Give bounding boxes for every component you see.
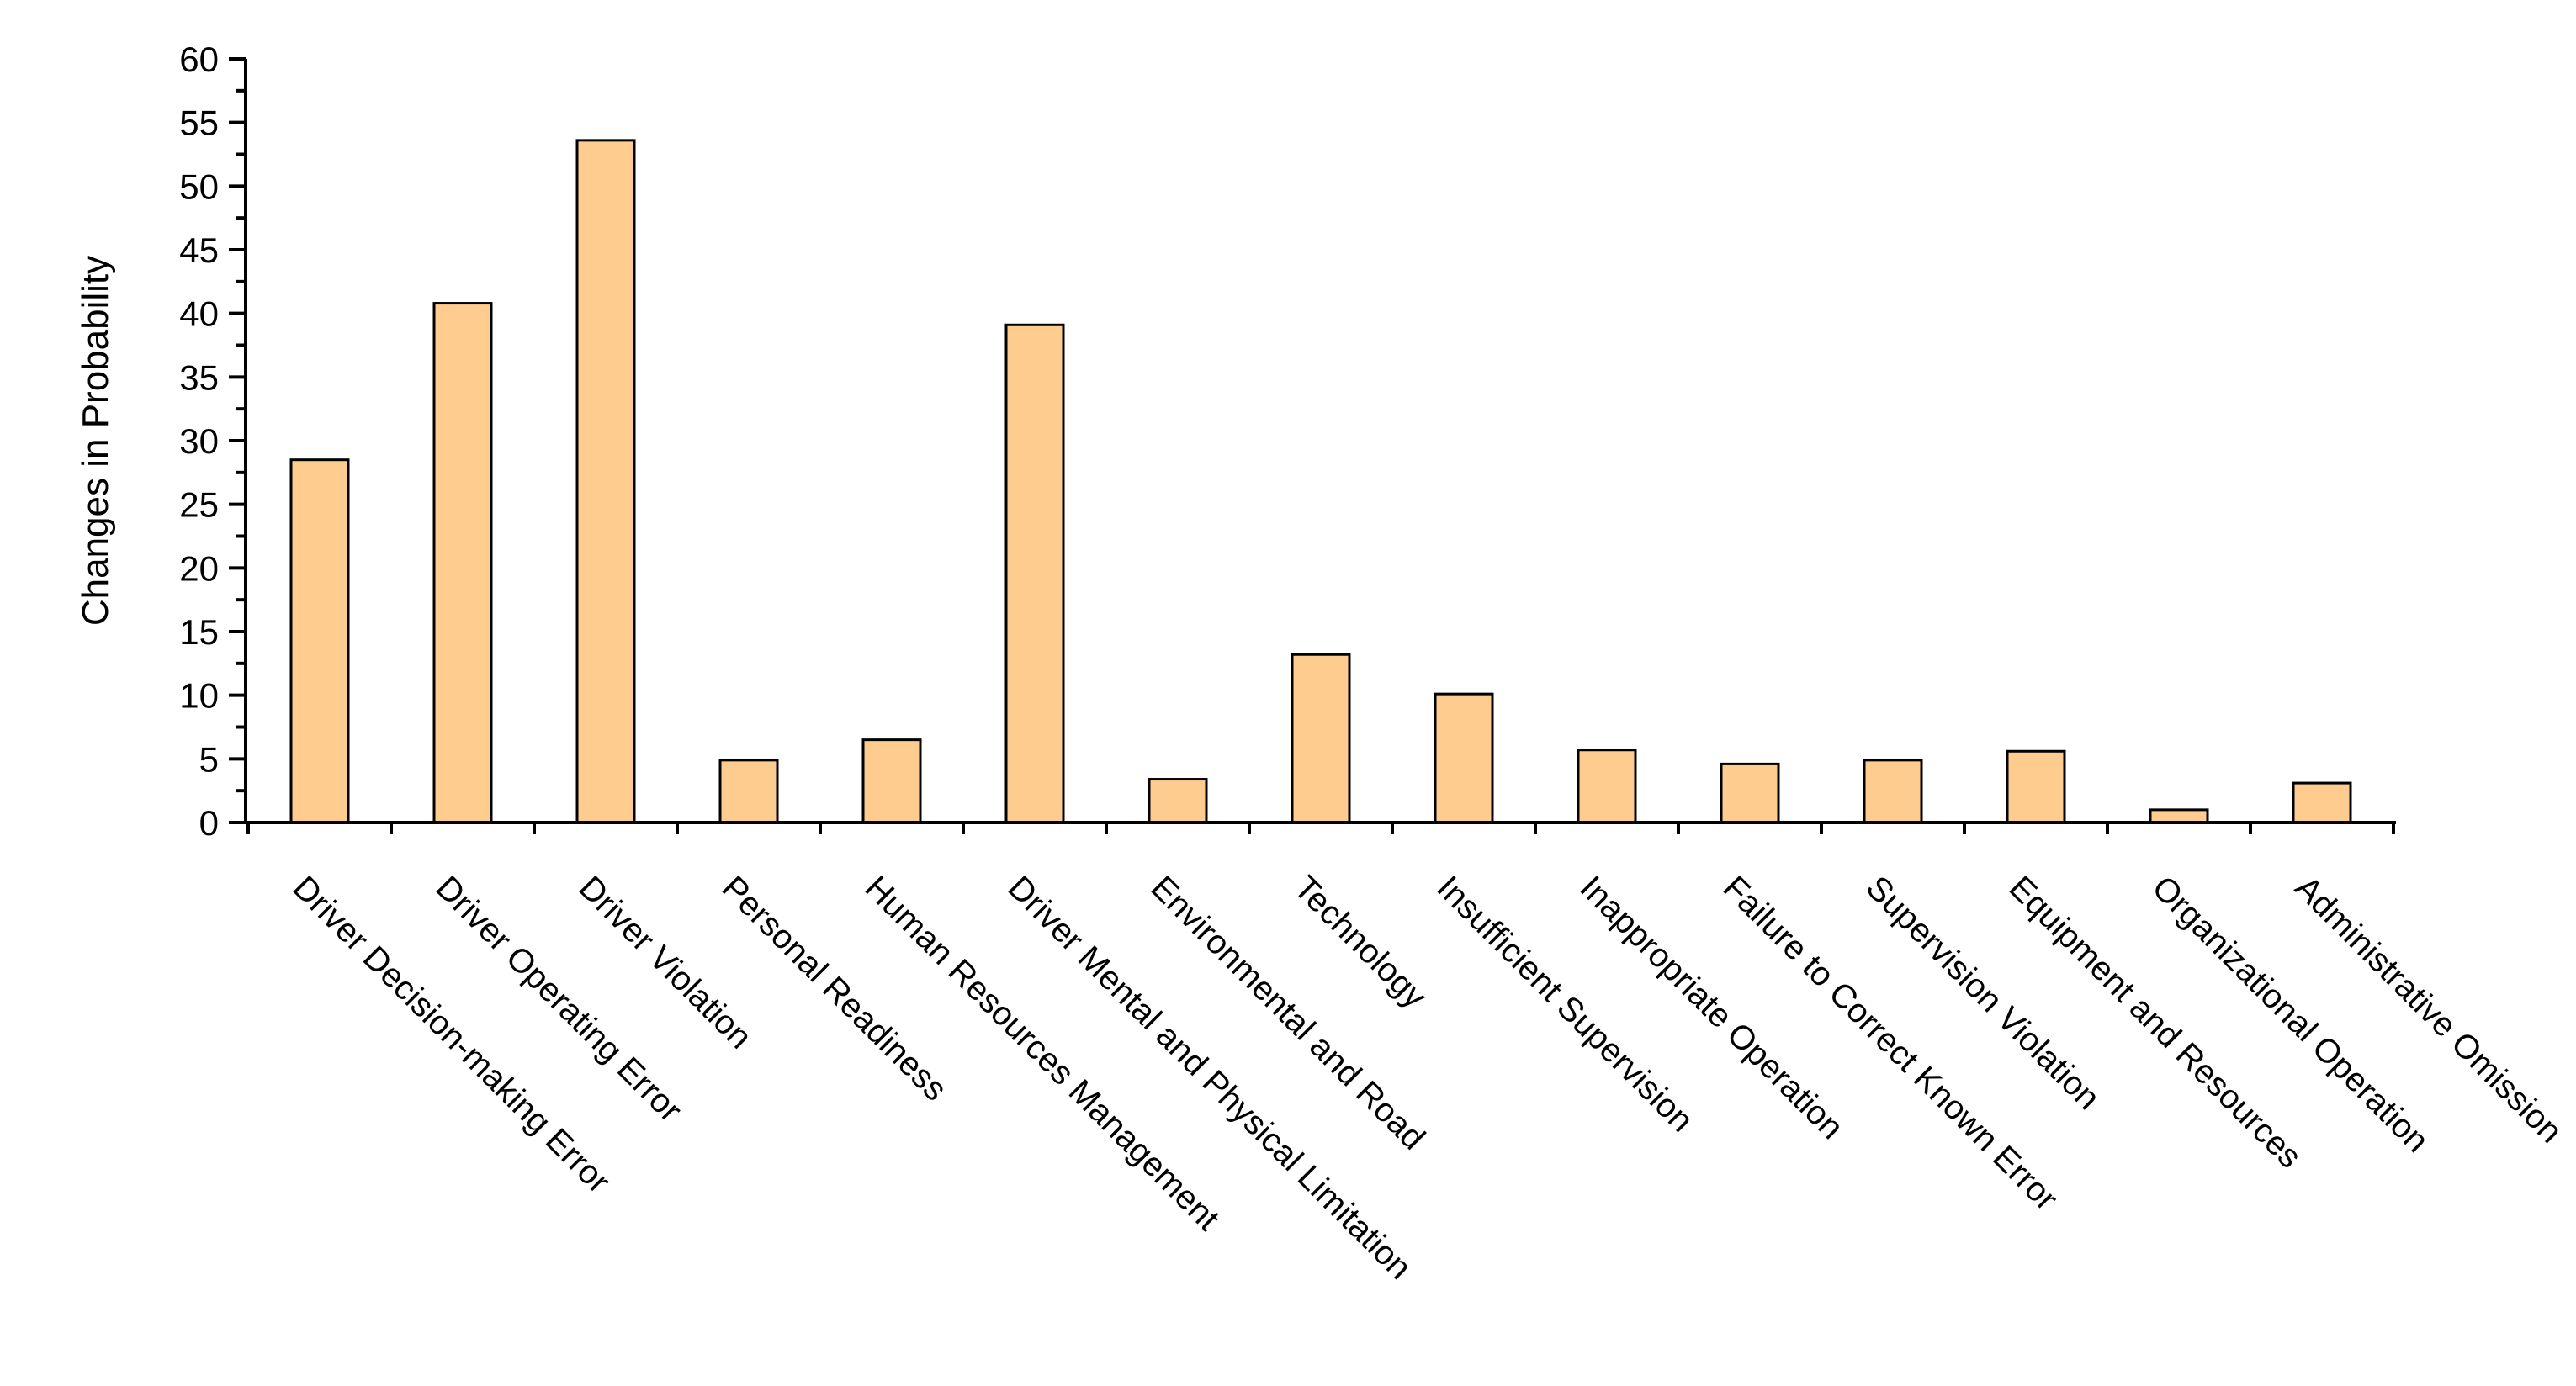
y-tick-label: 15 <box>179 612 219 652</box>
x-tick-label: Driver Operating Error <box>429 869 689 1129</box>
bar <box>1863 759 1923 824</box>
y-tick-label: 10 <box>179 676 219 716</box>
y-axis-title: Changes in Probability <box>75 256 116 626</box>
bar <box>1291 653 1351 824</box>
bar <box>289 458 350 824</box>
bar <box>861 738 922 824</box>
y-tick-label: 50 <box>179 167 219 206</box>
y-tick-label: 25 <box>179 485 219 525</box>
y-tick-label: 0 <box>199 803 219 843</box>
y-tick-label: 30 <box>179 421 219 461</box>
bar <box>432 302 493 824</box>
y-tick-label: 45 <box>179 230 219 270</box>
bar <box>575 139 636 824</box>
bar <box>2292 781 2352 824</box>
y-tick-label: 40 <box>179 294 219 334</box>
y-tick-label: 35 <box>179 357 219 397</box>
y-axis: 0 5 10 15 20 25 30 35 40 45 50 55 60 <box>179 40 247 843</box>
x-tick-label: Organizational Operation <box>2145 869 2436 1160</box>
bar <box>1720 762 1780 824</box>
y-tick-label: 60 <box>179 40 219 79</box>
y-tick-label: 20 <box>179 548 219 588</box>
x-tick-label: Environmental and Road <box>1144 869 1432 1156</box>
bar <box>1577 749 1637 824</box>
bar <box>1148 778 1208 824</box>
x-tick-label: Driver Decision-making Error <box>286 869 617 1200</box>
x-tick-label: Technology <box>1287 869 1434 1015</box>
bar <box>1004 323 1065 824</box>
x-tick-label: Insufficient Supervision <box>1430 869 1700 1139</box>
x-tick-label: Equipment and Resources <box>2002 869 2308 1175</box>
bar <box>2006 749 2066 824</box>
bars-group <box>289 139 2352 824</box>
y-tick-label: 5 <box>199 739 219 779</box>
bar <box>2149 808 2209 824</box>
x-tick-label: Supervision Violation <box>1859 869 2107 1117</box>
bar <box>1434 692 1494 824</box>
y-tick-label: 55 <box>179 103 219 143</box>
x-tick-label: Inappropriate Operation <box>1573 869 1851 1146</box>
x-tick-label: Administrative Omission <box>2288 869 2569 1150</box>
bar <box>718 759 779 824</box>
